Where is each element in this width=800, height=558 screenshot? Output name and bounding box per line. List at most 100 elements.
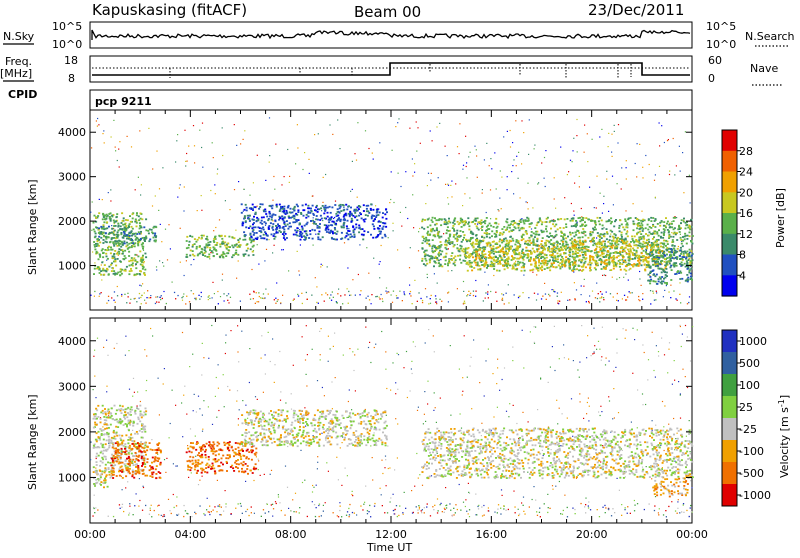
power-echo-region-3 [330, 231, 332, 233]
power-speckle [281, 184, 282, 185]
power-echo-region-5 [616, 257, 618, 259]
power-echo-region-0 [124, 255, 126, 257]
power-speckle [523, 275, 524, 276]
power-speckle [269, 162, 270, 163]
power-echo-region-3 [358, 215, 360, 217]
power-echo-region-4 [464, 260, 466, 262]
power-echo-region-4 [632, 221, 634, 223]
power-echo-region-5 [590, 241, 592, 243]
power-speckle [436, 126, 437, 127]
power-echo-region-4 [690, 219, 692, 221]
power-echo-region-0 [141, 218, 143, 220]
power-speckle [490, 291, 491, 292]
power-echo-region-4 [671, 245, 673, 247]
power-echo-region-1 [105, 236, 107, 238]
power-echo-region-5 [579, 242, 581, 244]
velocity-speckle [134, 392, 135, 393]
power-echo-region-0 [100, 270, 102, 272]
power-echo-region-2 [213, 241, 215, 243]
power-echo-region-3 [337, 219, 339, 221]
power-clutter [410, 295, 411, 296]
power-echo-region-0 [119, 260, 121, 262]
power-speckle [512, 142, 513, 143]
power-echo-region-4 [547, 217, 549, 219]
velocity-speckle [225, 353, 226, 354]
power-clutter [447, 292, 448, 293]
power-echo-region-5 [598, 251, 600, 253]
power-speckle [188, 146, 189, 147]
power-echo-region-2 [189, 235, 191, 237]
power-echo-region-1 [122, 237, 124, 239]
power-echo-region-5 [544, 249, 546, 251]
power-echo-region-4 [499, 245, 501, 247]
power-echo-region-5 [627, 249, 629, 251]
power-clutter [496, 301, 497, 302]
power-echo-region-1 [100, 237, 102, 239]
power-speckle [90, 212, 91, 213]
power-speckle [302, 169, 303, 170]
power-speckle [274, 189, 275, 190]
power-echo-region-4 [519, 229, 521, 231]
power-echo-region-4 [567, 236, 569, 238]
power-echo-region-6 [671, 269, 673, 271]
power-echo-region-0 [106, 214, 108, 216]
power-speckle [392, 150, 393, 151]
power-clutter [503, 294, 504, 295]
power-echo-region-2 [197, 239, 199, 241]
power-echo-region-5 [487, 243, 489, 245]
power-echo-region-4 [499, 239, 501, 241]
power-echo-region-2 [223, 243, 225, 245]
power-echo-region-4 [557, 258, 559, 260]
power-clutter [332, 291, 333, 292]
power-echo-region-4 [515, 241, 517, 243]
velocity-speckle [434, 351, 435, 352]
power-echo-region-2 [222, 251, 224, 253]
power-speckle [457, 288, 458, 289]
power-echo-region-3 [307, 216, 309, 218]
power-speckle [689, 296, 690, 297]
power-echo-region-3 [249, 220, 251, 222]
power-speckle [463, 165, 464, 166]
power-echo-region-6 [656, 274, 658, 276]
power-echo-region-4 [624, 250, 626, 252]
power-echo-region-4 [647, 229, 649, 231]
power-echo-region-4 [425, 237, 427, 239]
power-clutter [638, 296, 639, 297]
velocity-speckle [522, 412, 523, 413]
power-echo-region-4 [424, 258, 426, 260]
power-echo-region-5 [478, 243, 480, 245]
power-echo-region-3 [309, 212, 311, 214]
power-echo-region-4 [453, 263, 455, 265]
power-clutter [227, 300, 228, 301]
power-echo-region-0 [96, 251, 98, 253]
power-echo-region-1 [117, 240, 119, 242]
velocity-speckle [355, 390, 356, 391]
power-speckle [428, 173, 429, 174]
power-echo-region-2 [207, 256, 209, 258]
power-speckle [184, 186, 185, 187]
power-echo-region-0 [131, 257, 133, 259]
power-echo-region-2 [246, 250, 248, 252]
power-echo-region-3 [332, 233, 334, 235]
power-echo-region-3 [292, 221, 294, 223]
power-echo-region-4 [426, 263, 428, 265]
power-echo-region-4 [495, 222, 497, 224]
power-clutter [189, 301, 190, 302]
power-echo-region-3 [383, 226, 385, 228]
power-echo-region-4 [463, 251, 465, 253]
power-echo-region-3 [253, 239, 255, 241]
power-echo-region-3 [363, 204, 365, 206]
power-echo-region-4 [581, 251, 583, 253]
power-echo-region-3 [354, 216, 356, 218]
power-speckle [496, 188, 497, 189]
power-echo-region-4 [633, 249, 635, 251]
velocity-speckle [631, 422, 632, 423]
power-echo-region-0 [123, 217, 125, 219]
power-speckle [379, 142, 380, 143]
power-echo-region-4 [449, 234, 451, 236]
power-speckle [605, 275, 606, 276]
power-echo-region-0 [137, 256, 139, 258]
power-echo-region-3 [249, 215, 251, 217]
power-echo-region-0 [136, 214, 138, 216]
power-echo-region-1 [117, 226, 119, 228]
